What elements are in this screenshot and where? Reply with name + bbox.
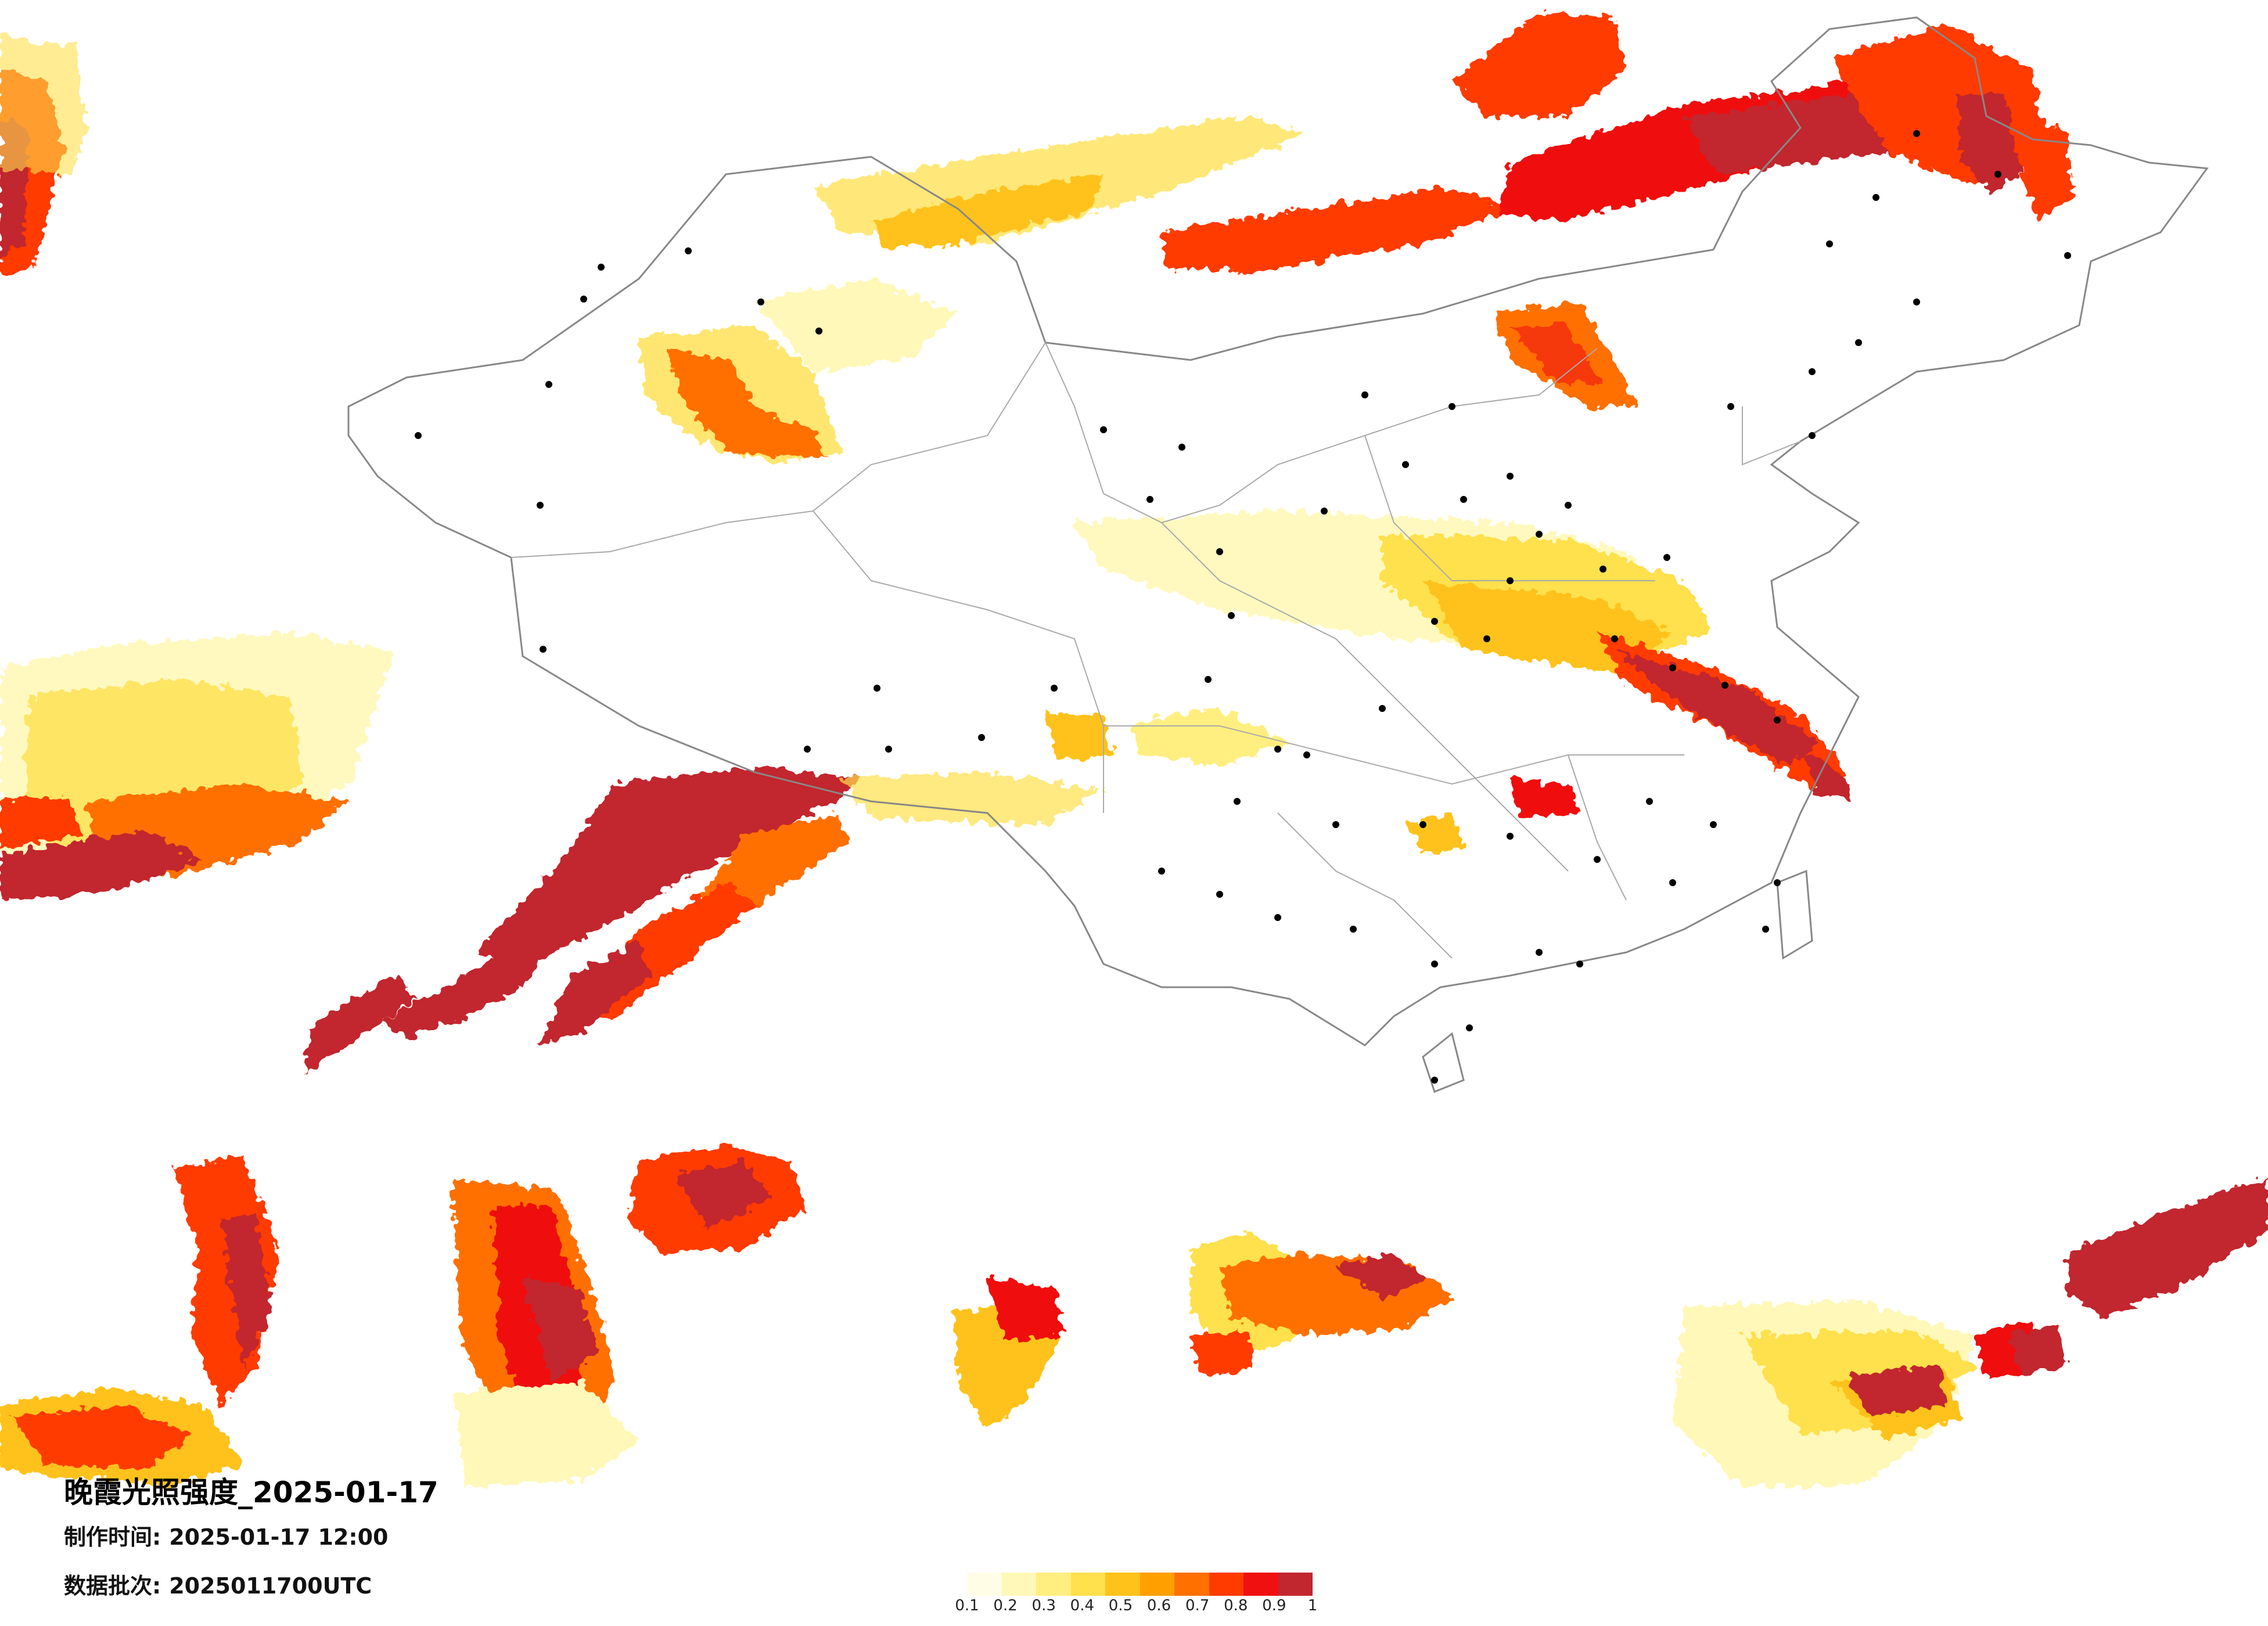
legend-tick-label: 0.2 bbox=[993, 1597, 1018, 1614]
legend-tick-label: 0.4 bbox=[1070, 1597, 1095, 1614]
made-time-label: 制作时间: bbox=[64, 1524, 161, 1550]
legend-tick-label: 1 bbox=[1307, 1597, 1318, 1614]
boundaries bbox=[347, 16, 2209, 1093]
made-time-value: 2025-01-17 12:00 bbox=[169, 1524, 389, 1550]
made-time: 制作时间: 2025-01-17 12:00 bbox=[64, 1519, 388, 1551]
legend-swatch bbox=[1140, 1573, 1174, 1596]
legend-swatch bbox=[1001, 1573, 1036, 1596]
legend-swatch bbox=[1174, 1573, 1209, 1596]
color-legend bbox=[967, 1573, 1313, 1596]
legend-swatch bbox=[1036, 1573, 1071, 1596]
legend-tick-label: 0.1 bbox=[955, 1597, 979, 1614]
data-batch-value: 2025011700UTC bbox=[169, 1573, 372, 1599]
province-lines bbox=[511, 342, 1801, 959]
legend-swatch bbox=[1243, 1573, 1278, 1596]
legend-ticks: 0.1 0.2 0.3 0.4 0.5 0.6 0.7 0.8 0.9 1 bbox=[955, 1597, 1324, 1620]
data-batch-label: 数据批次: bbox=[64, 1573, 161, 1599]
legend-swatch bbox=[1070, 1573, 1105, 1596]
legend-tick-label: 0.9 bbox=[1262, 1597, 1286, 1614]
map-title: 晚霞光照强度_2025-01-17 bbox=[64, 1476, 438, 1509]
legend-swatch bbox=[1278, 1573, 1313, 1596]
data-batch: 数据批次: 2025011700UTC bbox=[64, 1568, 372, 1600]
legend-tick-label: 0.5 bbox=[1108, 1597, 1133, 1614]
city-markers bbox=[415, 130, 2071, 1084]
legend-tick-label: 0.7 bbox=[1185, 1597, 1210, 1614]
legend-tick-label: 0.8 bbox=[1224, 1597, 1248, 1614]
glow-raster bbox=[0, 12, 2268, 1487]
legend-tick-label: 0.3 bbox=[1031, 1597, 1056, 1614]
legend-swatch bbox=[1209, 1573, 1243, 1596]
legend-swatch bbox=[967, 1573, 1002, 1596]
legend-swatch bbox=[1105, 1573, 1140, 1596]
legend-tick-label: 0.6 bbox=[1146, 1597, 1171, 1614]
